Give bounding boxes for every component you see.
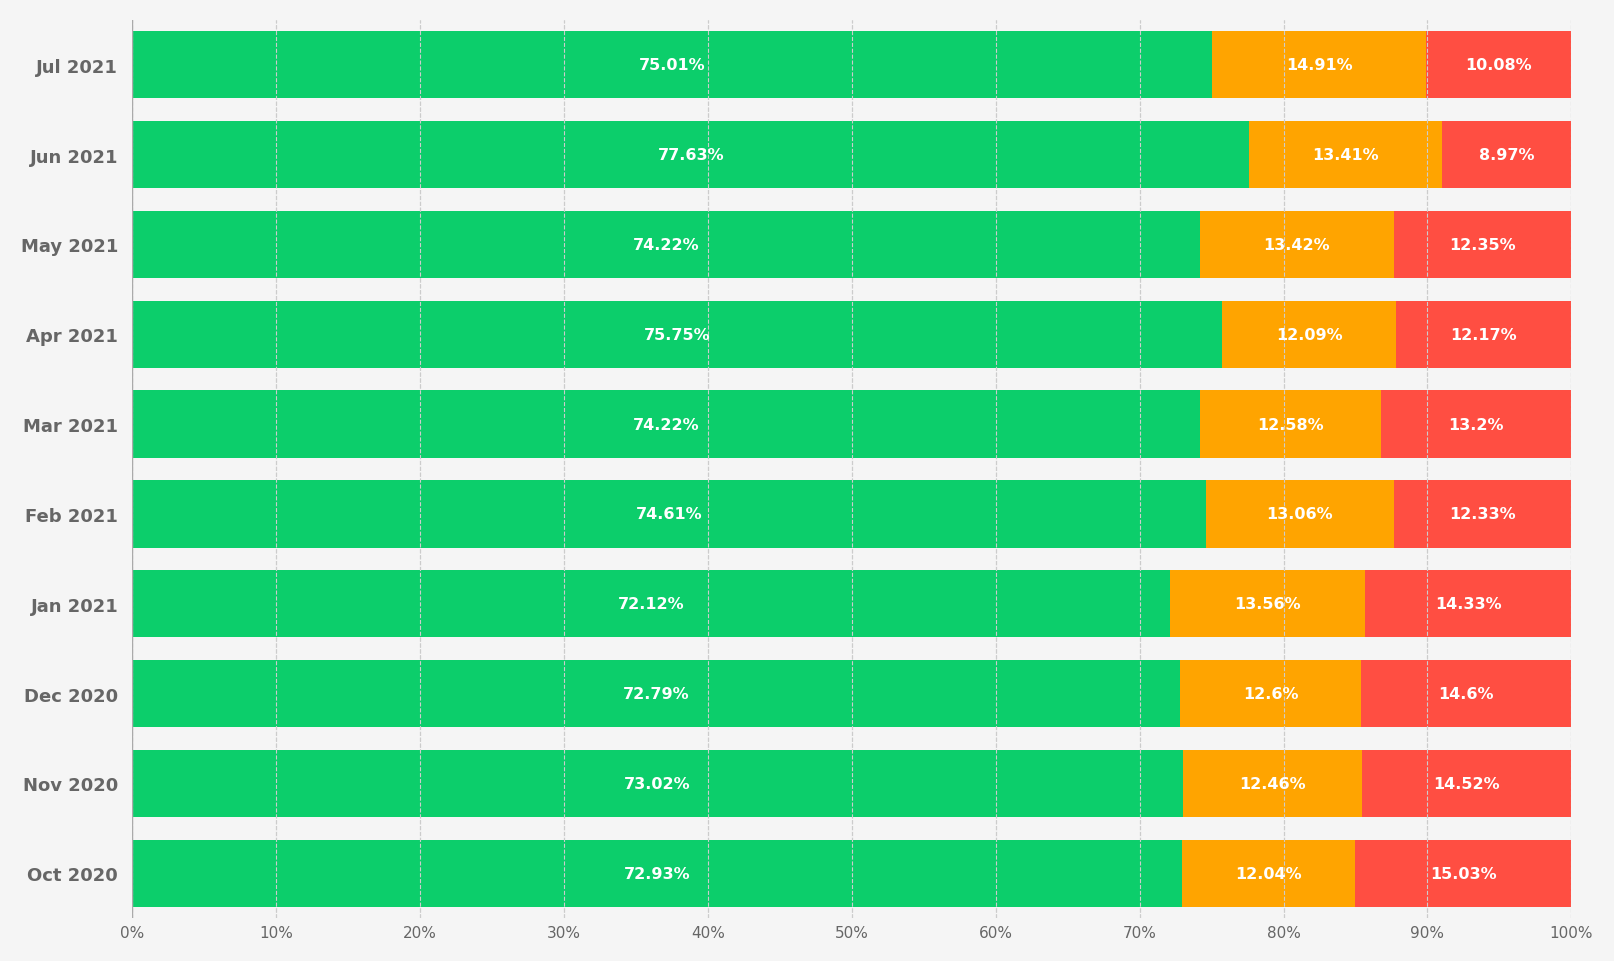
Bar [1394,480,1572,548]
Text: 12.17%: 12.17% [1451,328,1517,342]
Text: 12.35%: 12.35% [1449,237,1516,253]
Bar [132,480,1572,548]
Bar [1382,391,1572,458]
Text: 12.6%: 12.6% [1243,686,1298,702]
Text: 13.56%: 13.56% [1235,597,1301,611]
Bar [132,32,1212,99]
Text: 12.04%: 12.04% [1235,866,1302,881]
Text: 72.12%: 72.12% [618,597,684,611]
Text: 15.03%: 15.03% [1430,866,1496,881]
Bar [132,391,1201,458]
Bar [132,122,1249,189]
Bar [1170,571,1365,638]
Bar [1180,660,1361,727]
Bar [132,571,1170,638]
Text: 8.97%: 8.97% [1480,148,1535,163]
Text: 14.6%: 14.6% [1438,686,1495,702]
Text: 72.93%: 72.93% [623,866,691,881]
Text: 13.42%: 13.42% [1264,237,1330,253]
Text: 75.75%: 75.75% [644,328,710,342]
Bar [1365,571,1572,638]
Bar [1393,211,1572,279]
Bar [1212,32,1427,99]
Text: 74.22%: 74.22% [633,237,699,253]
Text: 13.41%: 13.41% [1312,148,1380,163]
Bar [132,840,1181,907]
Text: 77.63%: 77.63% [657,148,725,163]
Bar [1201,211,1393,279]
Text: 14.33%: 14.33% [1435,597,1501,611]
Bar [1427,32,1572,99]
Text: 12.46%: 12.46% [1240,776,1306,791]
Text: 13.2%: 13.2% [1449,417,1504,432]
Text: 74.22%: 74.22% [633,417,699,432]
Bar [1183,750,1362,817]
Bar [132,211,1201,279]
Bar [1361,660,1572,727]
Bar [132,391,1572,458]
Text: 14.91%: 14.91% [1286,59,1353,73]
Bar [132,211,1572,279]
Bar [132,660,1180,727]
Text: 13.06%: 13.06% [1267,506,1333,522]
Text: 12.09%: 12.09% [1277,328,1343,342]
Text: 14.52%: 14.52% [1433,776,1501,791]
Bar [132,750,1183,817]
Bar [1396,301,1572,369]
Bar [1356,840,1572,907]
Bar [1249,122,1443,189]
Bar [1362,750,1572,817]
Bar [1181,840,1356,907]
Bar [132,301,1572,369]
Bar [132,571,1572,638]
Text: 12.33%: 12.33% [1449,506,1516,522]
Bar [1201,391,1382,458]
Text: 73.02%: 73.02% [625,776,691,791]
Text: 10.08%: 10.08% [1466,59,1532,73]
Bar [1222,301,1396,369]
Bar [132,480,1206,548]
Bar [132,122,1572,189]
Text: 74.61%: 74.61% [636,506,702,522]
Bar [132,660,1572,727]
Bar [132,840,1572,907]
Text: 12.58%: 12.58% [1257,417,1323,432]
Text: 72.79%: 72.79% [623,686,689,702]
Bar [1206,480,1394,548]
Bar [1443,122,1572,189]
Bar [132,32,1572,99]
Text: 75.01%: 75.01% [639,59,705,73]
Bar [132,750,1572,817]
Bar [132,301,1222,369]
